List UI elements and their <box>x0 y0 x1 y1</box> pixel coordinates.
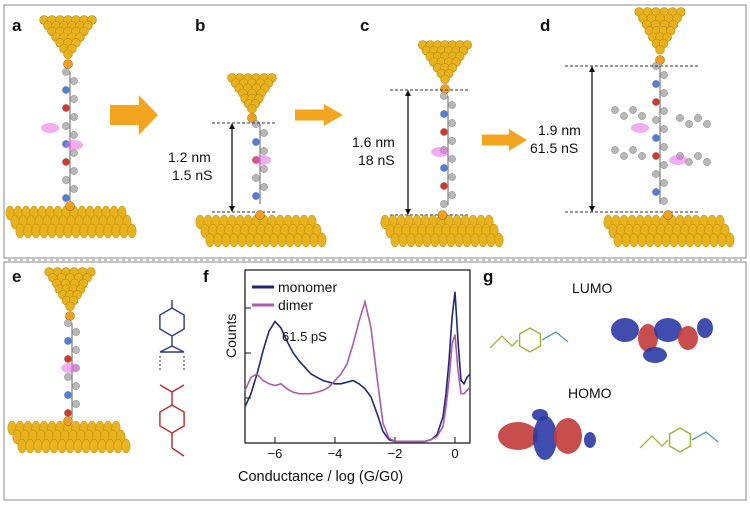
gold-tip-e <box>44 267 96 321</box>
glow-d2 <box>669 155 687 165</box>
panel-label-g: g <box>483 267 494 286</box>
glow-c <box>431 147 449 157</box>
gold-substrate-a <box>5 201 137 239</box>
dimension-b <box>212 122 275 213</box>
conductance-label-b: 1.5 nS <box>172 167 213 183</box>
glow-e <box>61 363 79 373</box>
lumo-molecule-left <box>489 331 569 349</box>
gold-tip-b <box>227 73 277 123</box>
panel-label-a: a <box>12 16 22 35</box>
gold-substrate-b <box>195 210 327 248</box>
legend-dimer-label: dimer <box>278 297 314 313</box>
x-tick-label-0: −6 <box>268 446 283 461</box>
chemical-structure-e <box>159 300 692 457</box>
glow-b <box>253 155 271 165</box>
conductance-label-d: 61.5 nS <box>530 140 579 156</box>
gold-tip-c <box>418 40 472 94</box>
gold-tip-d <box>634 7 686 65</box>
panel-label-f: f <box>203 267 209 286</box>
peak-annotation: 61.5 pS <box>282 329 327 344</box>
series-line-dimer <box>244 298 471 443</box>
length-label-d: 1.9 nm <box>538 122 581 138</box>
glow-a2 <box>65 140 83 150</box>
lumo-label: LUMO <box>572 280 613 296</box>
molecule-d-wings <box>611 106 711 166</box>
top-frame <box>3 4 747 259</box>
gold-substrate-e <box>7 416 131 454</box>
lumo-orbital-lobes <box>611 318 713 363</box>
arrow-cd <box>482 129 527 151</box>
homo-molecule-right <box>639 431 719 449</box>
x-tick-label-2: −2 <box>388 446 403 461</box>
arrow-ab <box>110 95 158 135</box>
gold-substrate-c <box>380 210 504 248</box>
bottom-frame <box>3 261 747 501</box>
arrow-bc <box>295 104 343 126</box>
gold-tip-a <box>39 15 97 69</box>
chart-frame <box>244 269 471 444</box>
length-label-b: 1.2 nm <box>168 149 211 165</box>
gold-substrate-d <box>603 210 735 248</box>
homo-label: HOMO <box>568 385 612 401</box>
molecule-a <box>62 68 78 205</box>
panel-label-e: e <box>12 267 22 286</box>
dimension-d <box>565 65 700 213</box>
series-line-monomer <box>244 291 471 443</box>
y-axis-label: Counts <box>223 313 239 358</box>
panel-label-c: c <box>360 16 370 35</box>
molecule-d <box>652 62 668 205</box>
glow-d1 <box>631 123 649 133</box>
panel-label-b: b <box>195 16 206 35</box>
glow-a1 <box>41 123 59 133</box>
x-tick-label-1: −4 <box>328 446 343 461</box>
length-label-c: 1.6 nm <box>352 134 395 150</box>
x-tick-label-3: 0 <box>451 446 458 461</box>
x-axis-label: Conductance / log (G/G0) <box>238 469 404 485</box>
legend-monomer-label: monomer <box>278 279 338 295</box>
panel-label-d: d <box>540 16 551 35</box>
dimension-c <box>390 89 470 216</box>
conductance-label-c: 18 nS <box>358 152 395 168</box>
homo-orbital-lobes <box>498 409 596 460</box>
molecule-b <box>252 120 268 204</box>
